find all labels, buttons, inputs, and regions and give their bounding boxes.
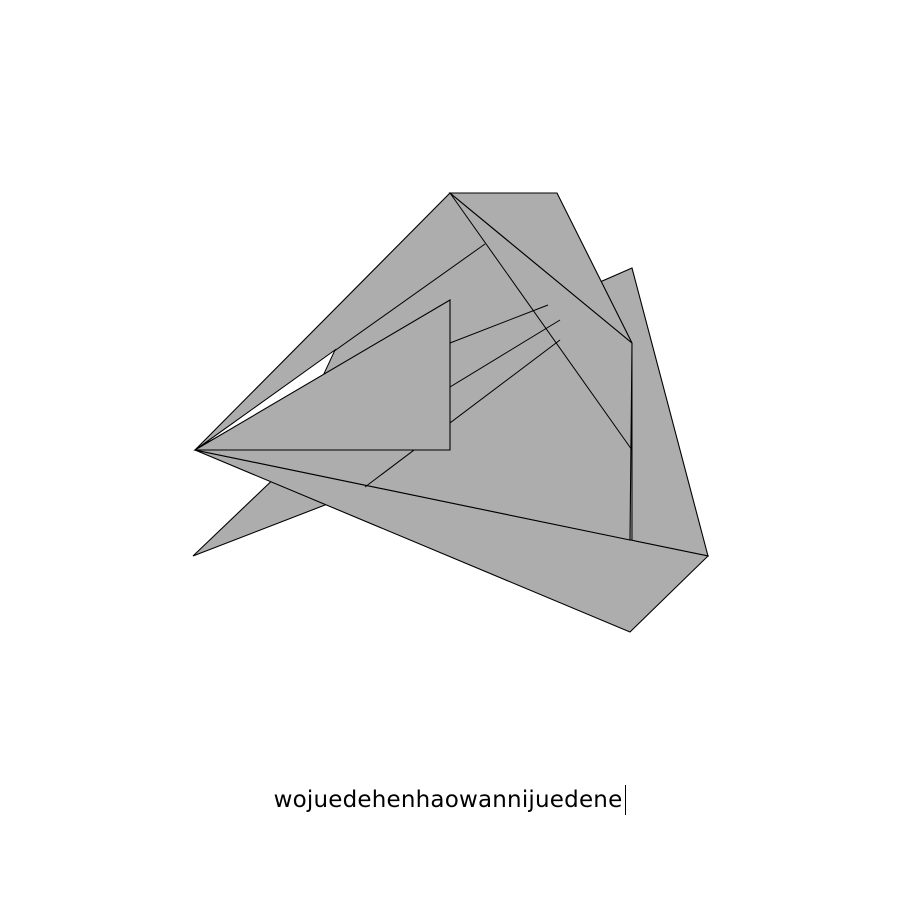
crease-line [449, 304, 549, 344]
crease-line [449, 319, 561, 388]
answer-text-input[interactable]: wojuedehenhaowannijuedene [0, 780, 900, 820]
crease-line [364, 339, 561, 488]
crease-line [449, 192, 633, 451]
text-cursor [625, 785, 627, 815]
typed-text: wojuedehenhaowannijuedene [273, 787, 623, 813]
shape-piece[interactable] [192, 299, 451, 451]
shape-piece[interactable] [448, 192, 633, 344]
